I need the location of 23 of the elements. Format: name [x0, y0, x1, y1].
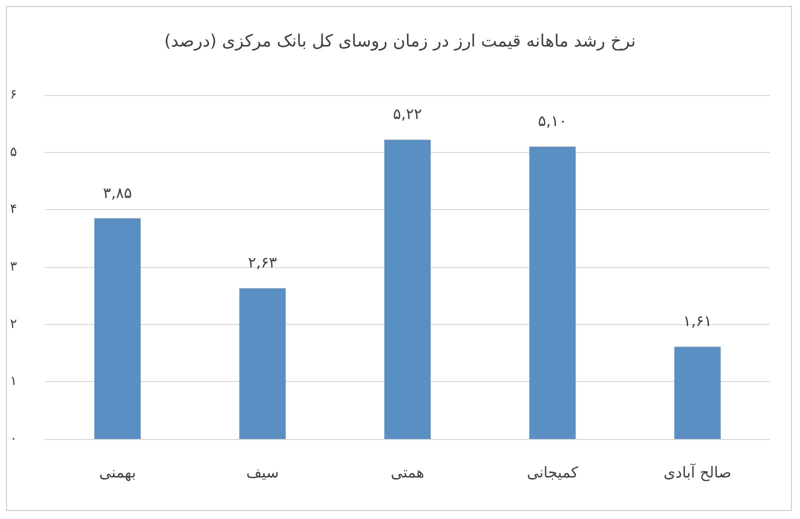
data-label: ۵,۲۲ — [393, 105, 422, 124]
chart-title: نرخ رشد ماهانه قیمت ارز در زمان روسای کل بانک مرکزی (درصد) — [164, 32, 636, 52]
y-tick-label: ۳ — [10, 260, 18, 274]
y-tick-label: ۴ — [10, 202, 18, 218]
y-tick-label: ۰ — [10, 432, 17, 446]
bar — [674, 346, 721, 439]
y-tick-label: ۶ — [10, 88, 17, 102]
bar — [239, 288, 286, 439]
y-tick-label: ۲ — [10, 316, 18, 332]
data-label: ۵,۱۰ — [538, 112, 567, 130]
x-tick-label: همتی — [390, 464, 424, 482]
y-tick-label: ۵ — [10, 144, 18, 160]
bar — [384, 140, 431, 439]
data-label: ۳,۸۵ — [103, 184, 132, 202]
x-tick-label: سیف — [246, 464, 279, 482]
bar — [94, 218, 141, 439]
x-tick-label: کمیجانی — [526, 464, 579, 482]
y-tick-label: ۱ — [10, 374, 17, 390]
x-tick-label: بهمنی — [99, 464, 136, 482]
data-label: ۲,۶۳ — [248, 254, 277, 272]
x-tick-label: صالح آبادی — [664, 462, 732, 482]
data-label: ۱,۶۱ — [683, 312, 712, 330]
bar — [529, 146, 576, 439]
